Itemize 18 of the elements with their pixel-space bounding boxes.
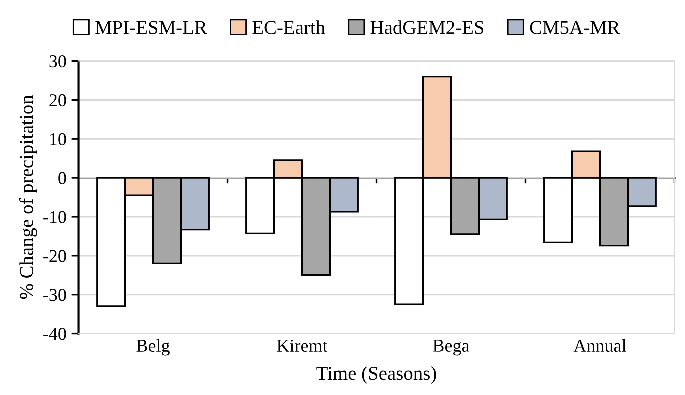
y-tick-label: -20 <box>44 250 66 262</box>
y-tick-label: 10 <box>50 133 66 146</box>
legend-label: HadGEM2-ES <box>370 20 484 34</box>
legend-label: EC-Earth <box>252 20 326 34</box>
x-tick-label: Kiremt <box>277 340 328 352</box>
x-tick-label: Annual <box>574 339 626 352</box>
y-tick-label: -30 <box>44 289 66 302</box>
x-axis-title: Time (Seasons) <box>316 366 436 384</box>
y-tick-label: 20 <box>50 94 66 107</box>
y-axis-title: % Change of precipitation <box>19 95 38 300</box>
legend-label: CM5A-MR <box>530 21 620 34</box>
x-tick-label: Bega <box>433 340 470 356</box>
y-tick-label: -40 <box>44 328 66 340</box>
y-tick-label: -10 <box>44 211 66 224</box>
y-tick-label: 30 <box>50 55 66 68</box>
y-tick-label: 0 <box>58 172 66 184</box>
legend-label: MPI-ESM-LR <box>96 21 208 34</box>
x-tick-label: Belg <box>136 339 170 356</box>
